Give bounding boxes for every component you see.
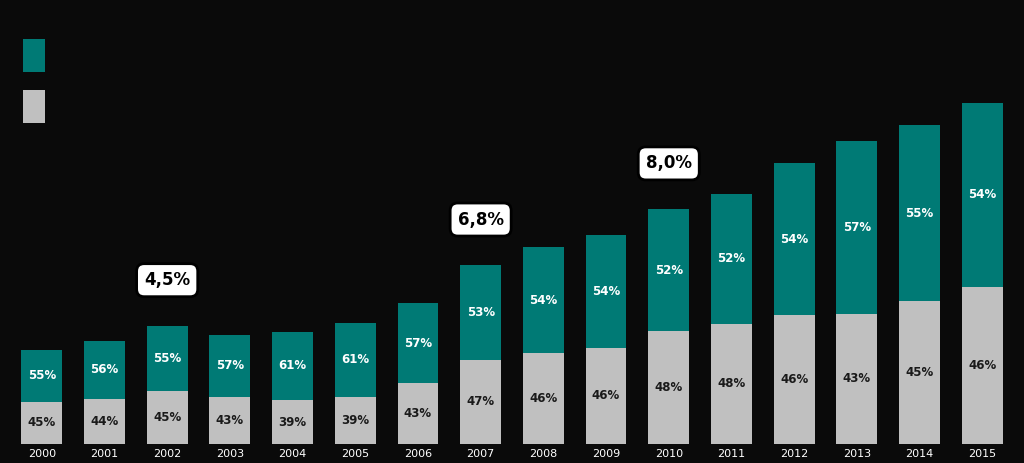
Bar xyxy=(272,400,313,444)
Bar xyxy=(586,348,627,444)
Text: 46%: 46% xyxy=(529,392,557,405)
Text: 43%: 43% xyxy=(216,414,244,427)
Bar xyxy=(84,399,125,444)
Bar xyxy=(22,402,62,444)
Bar xyxy=(397,383,438,444)
Text: 52%: 52% xyxy=(654,263,683,276)
Bar xyxy=(648,331,689,444)
Bar xyxy=(648,209,689,331)
Bar xyxy=(22,350,62,402)
Bar xyxy=(837,141,878,313)
Text: 43%: 43% xyxy=(403,407,432,420)
Text: 54%: 54% xyxy=(592,285,621,298)
Text: 46%: 46% xyxy=(780,373,808,386)
Text: 4,5%: 4,5% xyxy=(144,271,190,289)
Text: 44%: 44% xyxy=(90,415,119,428)
Text: 39%: 39% xyxy=(279,416,306,429)
Text: 46%: 46% xyxy=(968,359,996,372)
Bar xyxy=(460,265,501,360)
Text: 55%: 55% xyxy=(153,352,181,365)
Bar xyxy=(335,323,376,397)
Bar xyxy=(460,360,501,444)
Text: 45%: 45% xyxy=(153,411,181,424)
Bar xyxy=(335,397,376,444)
Text: 47%: 47% xyxy=(467,395,495,408)
Text: 43%: 43% xyxy=(843,372,870,385)
Bar xyxy=(523,247,564,353)
Bar xyxy=(962,287,1002,444)
Bar xyxy=(210,397,250,444)
Text: 57%: 57% xyxy=(843,220,870,234)
Text: 61%: 61% xyxy=(341,353,370,366)
Bar xyxy=(397,303,438,383)
Text: 48%: 48% xyxy=(717,377,745,390)
Bar xyxy=(523,353,564,444)
Text: 6,8%: 6,8% xyxy=(458,211,504,229)
Text: 56%: 56% xyxy=(90,363,119,376)
Bar xyxy=(774,163,814,315)
Bar xyxy=(899,300,940,444)
Text: 46%: 46% xyxy=(592,389,621,402)
Bar xyxy=(272,332,313,400)
Text: 54%: 54% xyxy=(780,233,808,246)
Text: 61%: 61% xyxy=(279,359,306,372)
Text: 57%: 57% xyxy=(216,359,244,372)
Bar xyxy=(962,103,1002,287)
Text: 52%: 52% xyxy=(718,252,745,265)
Bar xyxy=(899,125,940,300)
Text: 45%: 45% xyxy=(905,366,934,379)
Bar xyxy=(84,341,125,399)
Text: 54%: 54% xyxy=(968,188,996,201)
Bar xyxy=(146,325,187,391)
Text: 45%: 45% xyxy=(28,416,56,429)
Text: 48%: 48% xyxy=(654,381,683,394)
Bar xyxy=(711,194,752,324)
Bar xyxy=(146,391,187,444)
Text: 53%: 53% xyxy=(467,306,495,319)
Bar xyxy=(586,235,627,348)
Text: 57%: 57% xyxy=(403,337,432,350)
Text: 54%: 54% xyxy=(529,294,557,307)
Text: 8,0%: 8,0% xyxy=(646,154,692,172)
Bar xyxy=(210,335,250,397)
Text: 39%: 39% xyxy=(341,414,370,427)
Text: 55%: 55% xyxy=(905,206,934,219)
Text: 55%: 55% xyxy=(28,369,56,382)
Bar xyxy=(774,315,814,444)
Bar xyxy=(711,324,752,444)
Bar xyxy=(837,313,878,444)
